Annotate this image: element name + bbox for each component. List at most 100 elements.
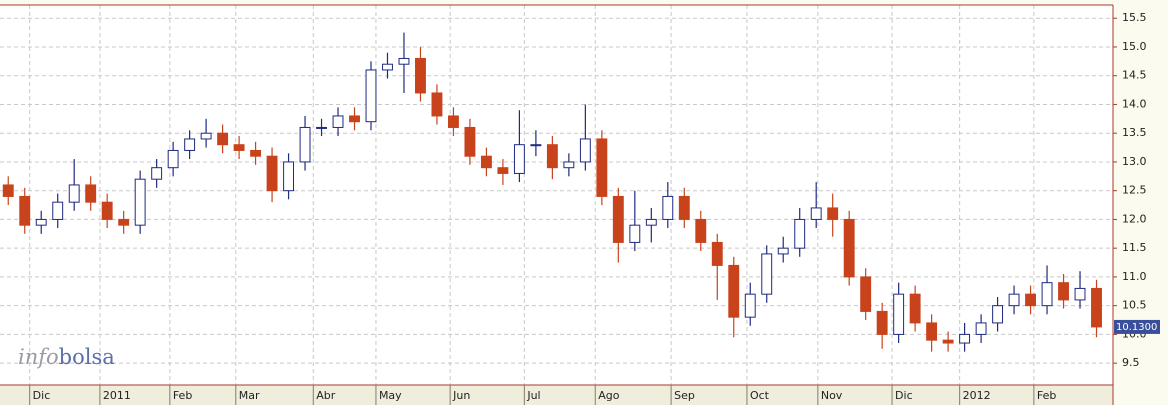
candle-body — [563, 161, 575, 169]
candle-body — [777, 247, 789, 255]
candle-body — [101, 201, 113, 220]
x-tick-label: Feb — [1037, 389, 1056, 402]
candle-body — [35, 218, 47, 226]
candle-body — [283, 161, 295, 192]
candle-body — [200, 132, 212, 140]
candle-body — [447, 115, 459, 128]
x-tick-label: Jun — [452, 389, 470, 402]
x-tick-label: 2011 — [103, 389, 131, 402]
x-axis-strip — [0, 385, 1113, 405]
y-tick-label: 12.5 — [1122, 184, 1147, 197]
candle-body — [431, 92, 443, 117]
x-tick-label: Jul — [526, 389, 540, 402]
candle-body — [332, 115, 344, 128]
candle-body — [695, 218, 707, 243]
candle-body — [1041, 282, 1053, 307]
y-tick-label: 14.5 — [1122, 69, 1147, 82]
candle-body — [728, 264, 740, 318]
watermark: infobolsa — [18, 345, 115, 369]
candle-body — [860, 276, 872, 312]
last-price-label: 10.1300 — [1116, 322, 1157, 333]
candle-body — [975, 322, 987, 335]
candle-body — [744, 293, 756, 318]
candle-body — [266, 155, 278, 192]
watermark-info: info — [18, 345, 59, 369]
y-tick-label: 13.0 — [1122, 155, 1147, 168]
candle-body — [662, 195, 674, 220]
x-tick-label: Oct — [750, 389, 770, 402]
candle-body — [382, 63, 393, 71]
candle-body — [1008, 293, 1020, 307]
y-tick-label: 10.5 — [1122, 299, 1147, 312]
candle-body — [19, 195, 31, 226]
candle-body — [876, 310, 888, 335]
candle-body — [843, 218, 855, 278]
candle-body — [316, 126, 327, 129]
candle-body — [992, 305, 1004, 324]
x-tick-label: Nov — [821, 389, 843, 402]
candle-body — [678, 195, 690, 220]
candle-body — [167, 149, 179, 169]
candle-body — [959, 333, 971, 344]
x-tick-label: Dic — [895, 389, 913, 402]
candle-body — [596, 138, 608, 197]
x-tick-label: 2012 — [963, 389, 991, 402]
candle-body — [1025, 293, 1037, 307]
candle-body — [794, 218, 806, 249]
plot-area — [0, 5, 1113, 385]
candle-body — [546, 144, 558, 169]
candle-body — [415, 57, 426, 94]
candle-body — [926, 322, 938, 341]
candle-body — [398, 57, 410, 65]
last-price-box — [1114, 319, 1160, 334]
candle-body — [250, 149, 262, 157]
y-tick-label: 9.5 — [1122, 356, 1140, 369]
x-tick-label: Mar — [239, 389, 260, 402]
x-tick-label: Feb — [173, 389, 192, 402]
candle-body — [233, 144, 245, 151]
candle-body — [118, 218, 130, 226]
y-tick-label: 12.0 — [1122, 212, 1147, 225]
candle-body — [299, 126, 311, 163]
candle-body — [85, 184, 97, 203]
candle-body — [151, 167, 163, 180]
candle-body — [1091, 287, 1102, 328]
candle-body — [349, 115, 360, 123]
candle-body — [52, 201, 64, 220]
candle-body — [942, 339, 954, 344]
candle-body — [629, 224, 641, 243]
candle-body — [1074, 287, 1086, 301]
candle-body — [480, 155, 492, 169]
candle-body — [645, 218, 657, 226]
candle-body — [365, 69, 377, 123]
x-tick-label: Ago — [598, 389, 620, 402]
y-tick-label: 14.0 — [1122, 97, 1147, 110]
candle-body — [217, 132, 229, 146]
candle-body — [711, 241, 723, 266]
y-tick-label: 15.0 — [1122, 40, 1147, 53]
candle-body — [810, 207, 822, 220]
x-tick-label: Abr — [316, 389, 336, 402]
candle-body — [134, 178, 146, 226]
x-tick-label: Dic — [33, 389, 51, 402]
x-tick-label: Sep — [674, 389, 695, 402]
candle-body — [909, 293, 921, 324]
y-tick-label: 11.0 — [1122, 270, 1147, 283]
candle-body — [827, 207, 839, 220]
candle-body — [2, 184, 14, 197]
candle-body — [612, 195, 624, 243]
candle-body — [184, 138, 196, 151]
x-tick-label: May — [379, 389, 402, 402]
candle-body — [893, 293, 905, 335]
watermark-bolsa: bolsa — [59, 345, 115, 369]
candle-body — [464, 126, 476, 157]
candle-body — [761, 253, 773, 295]
candle-body — [68, 184, 80, 203]
y-tick-label: 11.5 — [1122, 241, 1147, 254]
candle-body — [1058, 282, 1069, 301]
candle-body — [530, 144, 542, 147]
y-tick-label: 13.5 — [1122, 126, 1147, 139]
candle-body — [579, 138, 591, 163]
y-tick-label: 15.5 — [1122, 11, 1147, 24]
